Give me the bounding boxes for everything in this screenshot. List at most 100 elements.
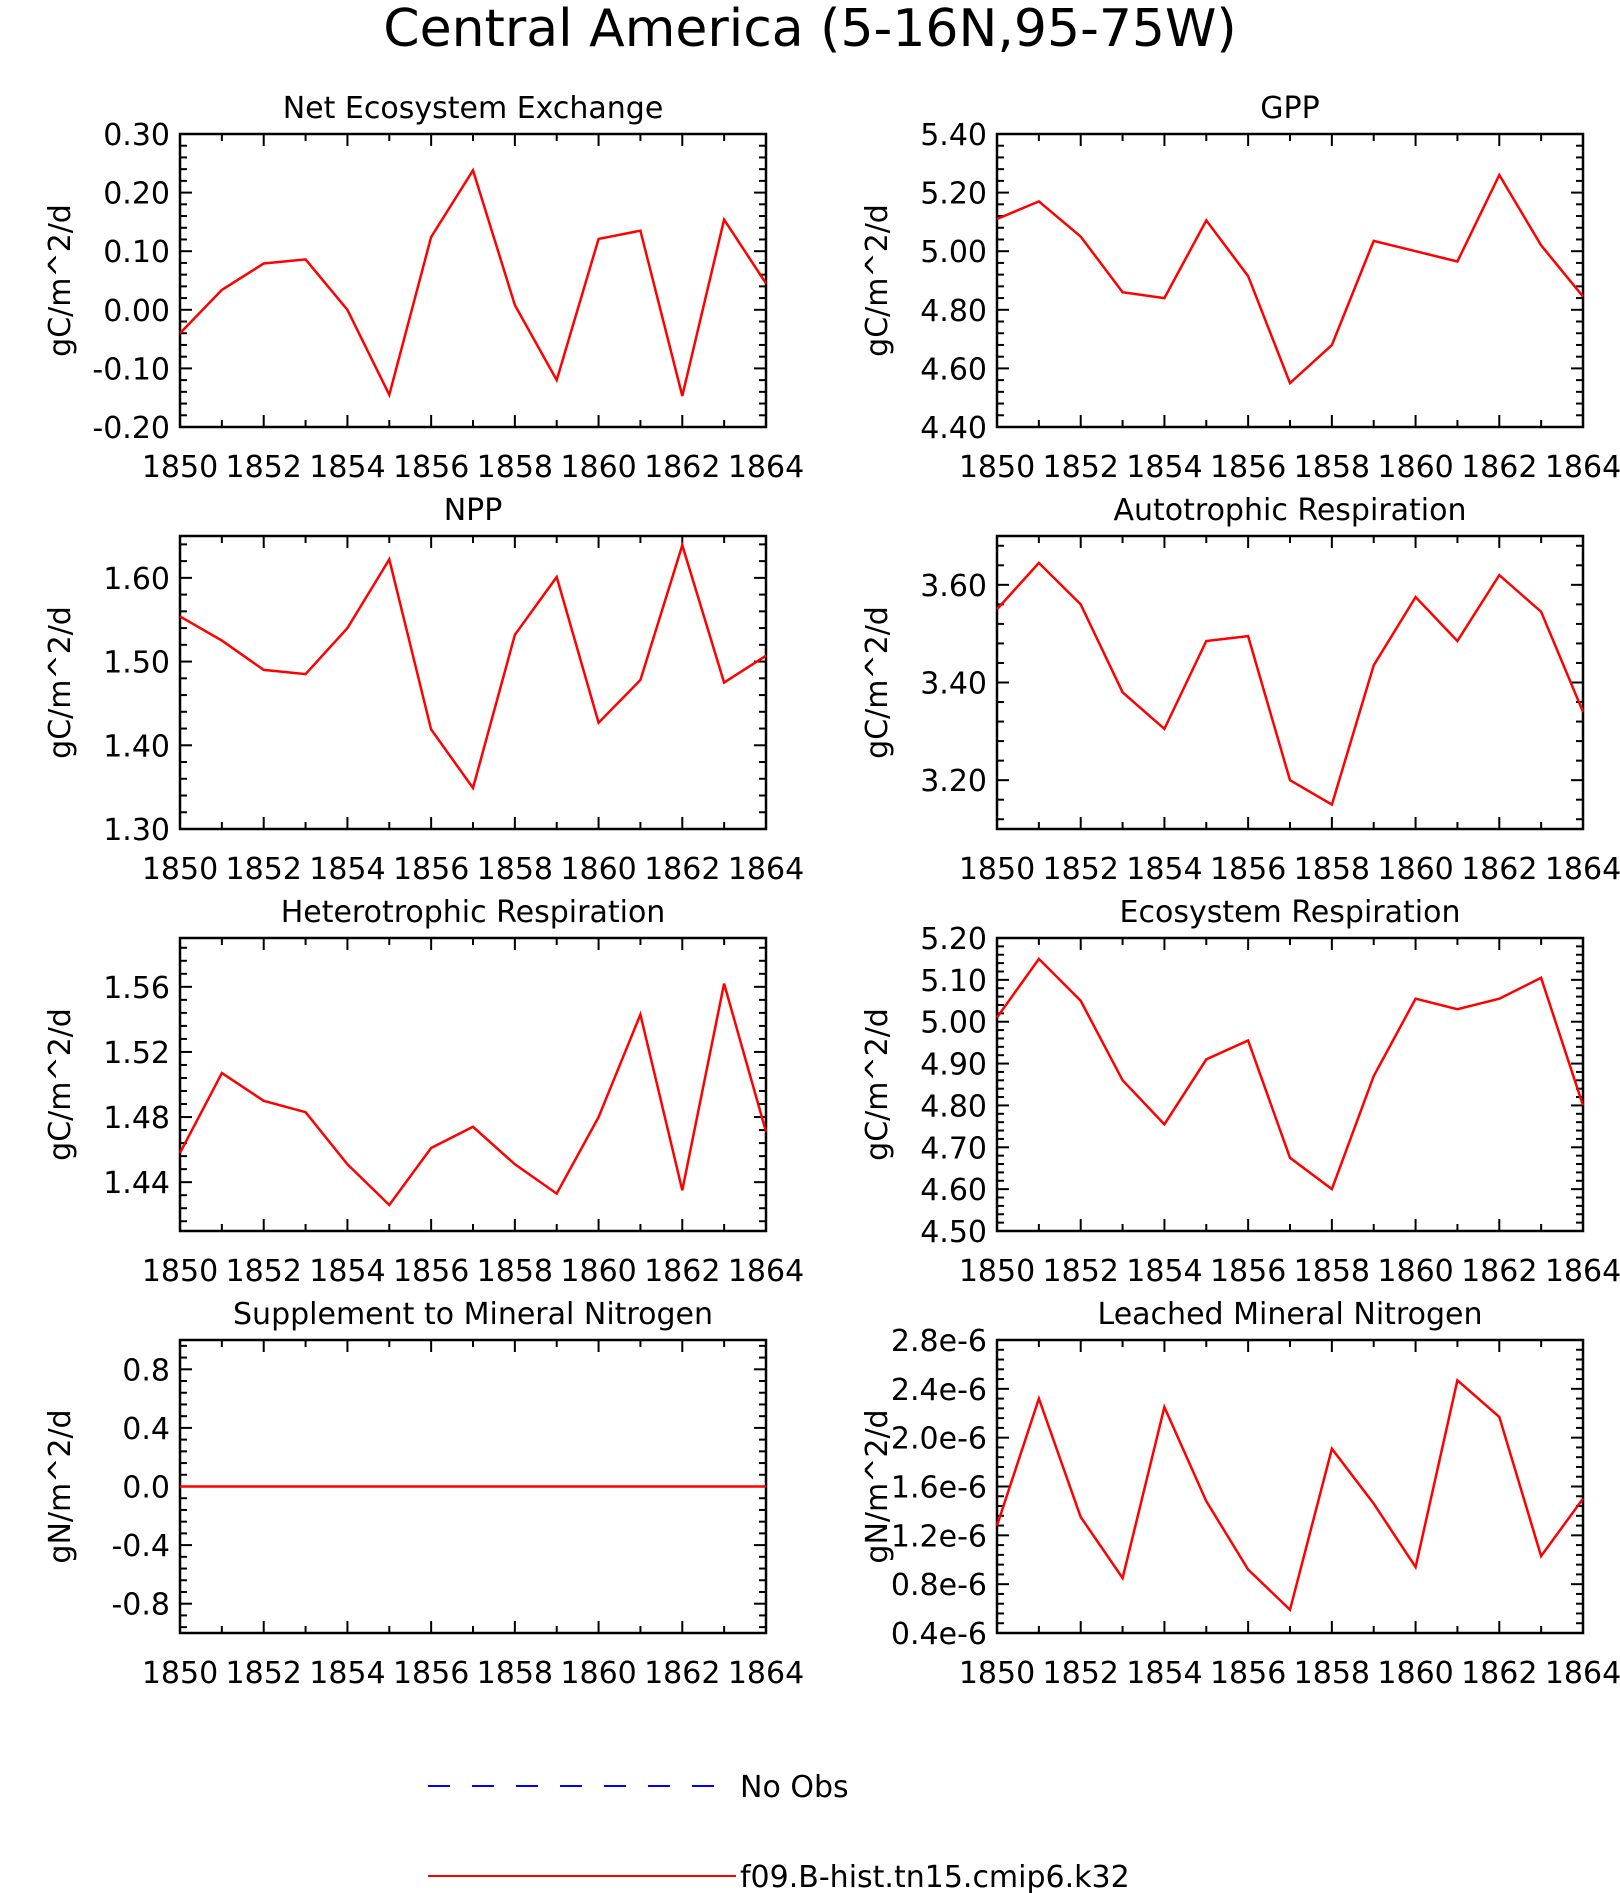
panel-title: NPP (444, 493, 503, 528)
x-tick-label: 1858 (477, 852, 553, 887)
legend-label-model: f09.B-hist.tn15.cmip6.k32 (740, 1860, 1130, 1893)
x-tick-label: 1864 (728, 852, 804, 887)
y-tick-label: 4.60 (920, 1173, 987, 1208)
x-tick-label: 1858 (1294, 1254, 1370, 1289)
y-tick-label: 4.40 (920, 411, 987, 446)
x-tick-label: 1858 (1294, 852, 1370, 887)
x-tick-label: 1854 (309, 1656, 385, 1691)
x-tick-label: 1850 (959, 1254, 1035, 1289)
y-tick-label: 5.20 (920, 177, 987, 212)
y-axis-label: gC/m^2/d (860, 204, 895, 357)
y-tick-label: 5.40 (920, 118, 987, 153)
y-tick-label: 4.80 (920, 1089, 987, 1124)
y-tick-label: 0.4e-6 (891, 1617, 987, 1652)
y-axis-label: gC/m^2/d (43, 204, 78, 357)
y-tick-label: -0.20 (92, 411, 170, 446)
y-tick-label: 0.4 (122, 1412, 170, 1447)
y-axis-label: gC/m^2/d (43, 1008, 78, 1161)
y-tick-label: -0.4 (111, 1529, 170, 1564)
y-tick-label: 1.52 (103, 1036, 170, 1071)
y-tick-label: 0.8 (122, 1353, 170, 1388)
y-tick-label: 2.4e-6 (891, 1373, 987, 1408)
x-tick-label: 1860 (560, 450, 636, 485)
panel-title: Supplement to Mineral Nitrogen (233, 1297, 713, 1332)
x-tick-label: 1860 (1377, 1656, 1453, 1691)
x-tick-label: 1852 (1043, 1656, 1119, 1691)
y-tick-label: 4.50 (920, 1215, 987, 1250)
plot-frame (995, 936, 1585, 1233)
y-axis-label: gC/m^2/d (860, 1008, 895, 1161)
y-tick-label: 1.30 (103, 813, 170, 848)
y-tick-label: 0.0 (122, 1471, 170, 1506)
y-tick-label: 3.20 (920, 764, 987, 799)
y-tick-label: 1.40 (103, 729, 170, 764)
panel-title: Autotrophic Respiration (1113, 493, 1466, 528)
y-tick-label: 0.10 (103, 235, 170, 270)
plot-frame (995, 1338, 1585, 1635)
x-tick-label: 1854 (1126, 1254, 1202, 1289)
x-tick-label: 1864 (728, 450, 804, 485)
panel-8: Leached Mineral Nitrogen gN/m^2/d 1850 1852… (860, 1297, 1620, 1691)
panel-title: GPP (1260, 91, 1319, 126)
x-tick-label: 1860 (560, 1656, 636, 1691)
panel-title: Net Ecosystem Exchange (283, 91, 664, 126)
x-tick-label: 1856 (1210, 450, 1286, 485)
x-tick-label: 1858 (1294, 1656, 1370, 1691)
x-tick-label: 1854 (309, 852, 385, 887)
series-line (178, 983, 768, 1207)
y-tick-label: -0.8 (111, 1588, 170, 1623)
figure-title: Central America (5-16N,95-75W) (383, 0, 1236, 59)
y-tick-label: 0.20 (103, 177, 170, 212)
x-tick-label: 1860 (1377, 1254, 1453, 1289)
x-tick-label: 1862 (1461, 1254, 1537, 1289)
x-tick-label: 1862 (1461, 450, 1537, 485)
panel-title: Leached Mineral Nitrogen (1098, 1297, 1483, 1332)
x-tick-label: 1852 (1043, 450, 1119, 485)
x-tick-label: 1858 (477, 1656, 553, 1691)
legend: No Obs f09.B-hist.tn15.cmip6.k32 (428, 1770, 1130, 1893)
x-tick-label: 1852 (1043, 852, 1119, 887)
x-tick-label: 1862 (1461, 1656, 1537, 1691)
x-tick-label: 1864 (1545, 852, 1620, 887)
y-tick-label: 2.8e-6 (891, 1324, 987, 1359)
x-tick-label: 1850 (959, 852, 1035, 887)
series-line (179, 540, 767, 791)
x-tick-label: 1852 (226, 1254, 302, 1289)
y-axis-label: gC/m^2/d (43, 606, 78, 759)
y-tick-label: 5.00 (920, 235, 987, 270)
x-tick-label: 1862 (1461, 852, 1537, 887)
x-tick-label: 1858 (477, 1254, 553, 1289)
y-tick-label: 1.2e-6 (891, 1519, 987, 1554)
y-tick-label: -0.10 (92, 352, 170, 387)
y-tick-label: 5.00 (920, 1006, 987, 1041)
y-tick-label: 0.30 (103, 118, 170, 153)
x-tick-label: 1862 (644, 852, 720, 887)
series-line (995, 956, 1585, 1192)
x-tick-label: 1864 (1545, 1656, 1620, 1691)
y-tick-label: 1.56 (103, 971, 170, 1006)
x-tick-label: 1856 (1210, 1656, 1286, 1691)
series-line (995, 1377, 1585, 1613)
y-tick-label: 1.48 (103, 1101, 170, 1136)
x-tick-label: 1864 (728, 1254, 804, 1289)
x-tick-label: 1860 (560, 1254, 636, 1289)
x-tick-label: 1854 (1126, 1656, 1202, 1691)
x-tick-label: 1864 (1545, 450, 1620, 485)
x-tick-label: 1860 (1377, 450, 1453, 485)
x-tick-label: 1856 (1210, 1254, 1286, 1289)
y-tick-label: 1.50 (103, 646, 170, 681)
x-tick-label: 1864 (728, 1656, 804, 1691)
y-tick-label: 5.10 (920, 964, 987, 999)
x-tick-label: 1852 (1043, 1254, 1119, 1289)
x-tick-label: 1854 (1126, 450, 1202, 485)
x-tick-label: 1852 (226, 1656, 302, 1691)
x-tick-label: 1862 (644, 450, 720, 485)
panel-title: Heterotrophic Respiration (281, 895, 666, 930)
x-tick-label: 1854 (309, 1254, 385, 1289)
